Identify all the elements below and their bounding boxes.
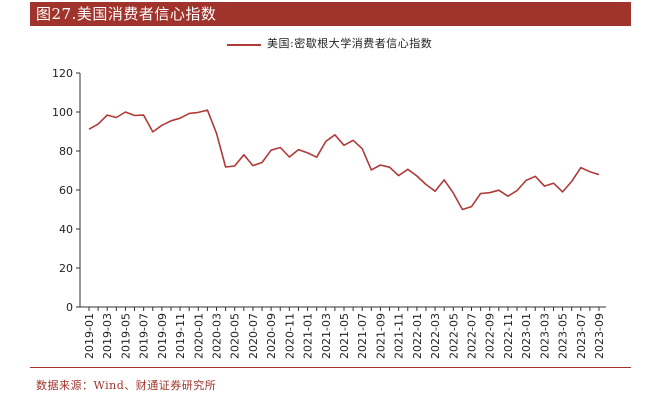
x-tick-label: 2019-03	[101, 313, 114, 359]
legend-label: 美国:密歇根大学消费者信心指数	[267, 37, 433, 50]
x-tick-label: 2020-11	[283, 313, 296, 359]
y-tick-label: 40	[59, 223, 73, 236]
x-tick-label: 2021-09	[374, 313, 387, 359]
x-tick-label: 2021-07	[356, 313, 369, 359]
x-tick-label: 2023-07	[575, 313, 588, 359]
title-bar: 图27.美国消费者信心指数	[30, 2, 631, 26]
x-tick-label: 2023-03	[538, 313, 551, 359]
x-tick-label: 2020-09	[265, 313, 278, 359]
x-tick-label: 2019-09	[156, 313, 169, 359]
x-tick-label: 2022-05	[447, 313, 460, 359]
y-tick-label: 0	[66, 301, 73, 314]
legend-swatch	[227, 44, 261, 46]
x-tick-label: 2019-05	[119, 313, 132, 359]
x-tick-label: 2021-01	[302, 313, 315, 359]
x-tick-label: 2022-09	[484, 313, 497, 359]
x-tick-label: 2022-03	[429, 313, 442, 359]
chart-title: 图27.美国消费者信心指数	[36, 5, 217, 23]
x-tick-label: 2021-05	[338, 313, 351, 359]
x-tick-label: 2020-05	[229, 313, 242, 359]
y-tick-label: 120	[52, 67, 73, 80]
y-tick-label: 60	[59, 184, 73, 197]
x-tick-label: 2020-07	[247, 313, 260, 359]
x-tick-label: 2020-03	[211, 313, 224, 359]
x-tick-label: 2019-11	[174, 313, 187, 359]
x-tick-label: 2021-11	[393, 313, 406, 359]
x-tick-label: 2020-01	[192, 313, 205, 359]
x-tick-label: 2023-05	[557, 313, 570, 359]
source-note: 数据来源：Wind、财通证券研究所	[36, 379, 217, 392]
y-tick-label: 80	[59, 145, 73, 158]
x-tick-label: 2021-03	[320, 313, 333, 359]
x-tick-label: 2023-09	[593, 313, 606, 359]
x-tick-label: 2019-07	[138, 313, 151, 359]
source-divider	[30, 367, 631, 368]
series-line	[88, 109, 600, 211]
x-tick-label: 2022-07	[466, 313, 479, 359]
x-tick-label: 2023-01	[520, 313, 533, 359]
x-tick-label: 2019-01	[83, 313, 96, 359]
y-tick-label: 20	[59, 262, 73, 275]
y-tick-label: 100	[52, 106, 73, 119]
x-tick-label: 2022-01	[411, 313, 424, 359]
x-tick-label: 2022-11	[502, 313, 515, 359]
